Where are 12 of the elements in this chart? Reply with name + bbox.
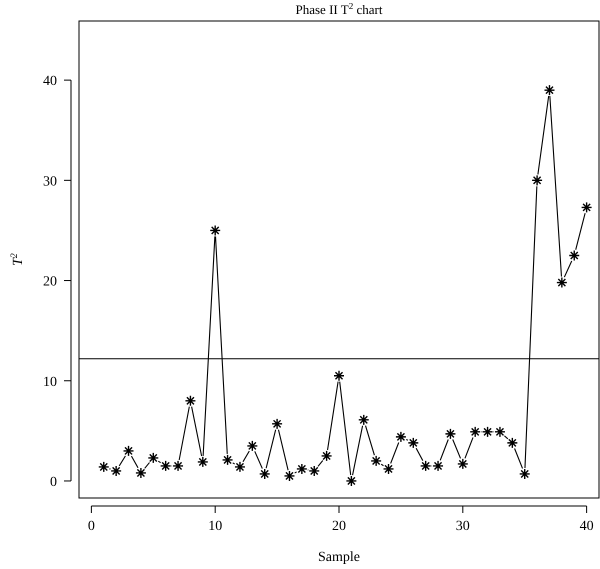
chart-title: Phase II T$^{2}$ chart [296,1,383,17]
y-tick-label: 30 [43,174,57,190]
y-tick-label: 10 [43,374,57,390]
x-tick-label: 0 [88,519,95,534]
x-axis-title: Sample [318,550,360,565]
x-tick-label: 30 [456,519,470,534]
x-tick-label: 40 [580,519,594,534]
y-tick-label: 0 [50,474,57,490]
y-tick-label: 20 [43,274,57,290]
x-tick-label: 20 [332,519,346,534]
x-tick-label: 10 [208,519,222,534]
y-tick-label: 40 [43,74,57,90]
